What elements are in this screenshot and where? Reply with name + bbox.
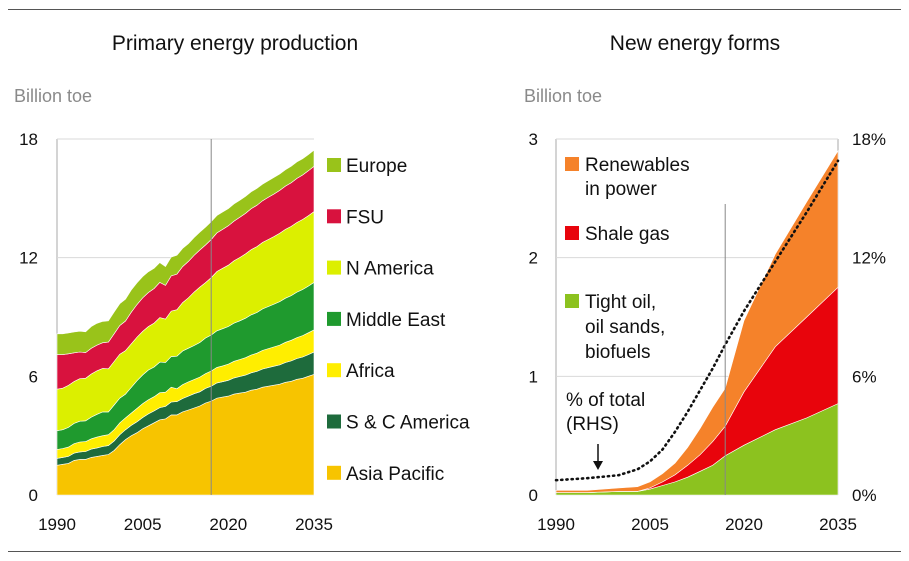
right-y2-tick-label: 18% [852, 130, 886, 149]
right-legend-swatch-tight-oil [565, 294, 579, 308]
right-area-renewables-in-power [555, 149, 839, 493]
right-line-annotation: (RHS) [566, 414, 619, 435]
right-chart: 0 0% 1 6% 2 12% 3 18% 1990 2005 2020 2035 Renewables… [529, 130, 887, 534]
right-legend-label-shale-gas: Shale gas [585, 224, 670, 245]
left-legend-swatch-asia-pacific [327, 465, 341, 480]
left-chart: 0 6 12 18 1990 2005 2020 2035 Europe FSU N America… [19, 130, 470, 534]
left-legend-label-middle-east: Middle East [346, 310, 446, 331]
right-unit-label: Billion toe [524, 86, 603, 106]
left-y-tick-label: 6 [29, 367, 38, 386]
right-line-annotation: % of total [566, 390, 645, 411]
left-legend-label-africa: Africa [346, 361, 395, 382]
left-x-tick-label: 2005 [124, 515, 162, 534]
left-y-tick-label: 18 [19, 130, 38, 149]
right-y-tick-label: 0 [529, 486, 538, 505]
right-legend-label-tight-oil: oil sands, [585, 317, 665, 338]
right-x-tick-label: 1990 [537, 515, 575, 534]
right-y2-tick-label: 0% [852, 486, 877, 505]
left-legend-label-europe: Europe [346, 156, 407, 177]
left-area-europe [56, 149, 315, 355]
right-chart-title: New energy forms [609, 32, 781, 55]
left-legend-label-fsu: FSU [346, 207, 384, 228]
left-legend-swatch-s-c-america [327, 414, 341, 429]
left-legend-label-s-c-america: S & C America [346, 413, 470, 434]
right-legend-label-tight-oil: Tight oil, [585, 292, 656, 313]
left-y-tick-label: 12 [19, 249, 38, 268]
left-legend-swatch-middle-east [327, 311, 341, 326]
right-y2-tick-label: 6% [852, 367, 877, 386]
left-unit-label: Billion toe [14, 86, 93, 106]
left-x-tick-label: 2035 [295, 515, 333, 534]
left-legend-swatch-fsu [327, 209, 341, 224]
left-x-tick-label: 2020 [209, 515, 247, 534]
left-legend-swatch-n-america [327, 260, 341, 275]
right-x-tick-label: 2005 [631, 515, 669, 534]
right-y-tick-label: 3 [529, 130, 538, 149]
right-legend-label-tight-oil: biofuels [585, 342, 651, 363]
right-legend-label-renewables: Renewables [585, 155, 690, 176]
top-rule [8, 9, 901, 10]
right-x-tick-label: 2020 [725, 515, 763, 534]
right-y-tick-label: 2 [529, 249, 538, 268]
right-legend-swatch-shale-gas [565, 226, 579, 240]
left-legend-label-n-america: N America [346, 259, 434, 280]
left-x-tick-label: 1990 [38, 515, 76, 534]
left-y-tick-label: 0 [29, 486, 38, 505]
left-legend-label-asia-pacific: Asia Pacific [346, 464, 444, 485]
bottom-rule [8, 551, 901, 552]
left-chart-title: Primary energy production [111, 32, 359, 55]
left-legend-swatch-europe [327, 158, 341, 172]
right-y-tick-label: 1 [529, 367, 538, 386]
right-x-tick-label: 2035 [819, 515, 857, 534]
right-legend-label-renewables: in power [585, 179, 657, 200]
right-annotation-arrow-head [593, 461, 603, 470]
left-legend-swatch-africa [327, 363, 341, 378]
right-y2-tick-label: 12% [852, 249, 886, 268]
right-share-line [554, 159, 840, 482]
right-legend-swatch-renewables [565, 157, 579, 171]
